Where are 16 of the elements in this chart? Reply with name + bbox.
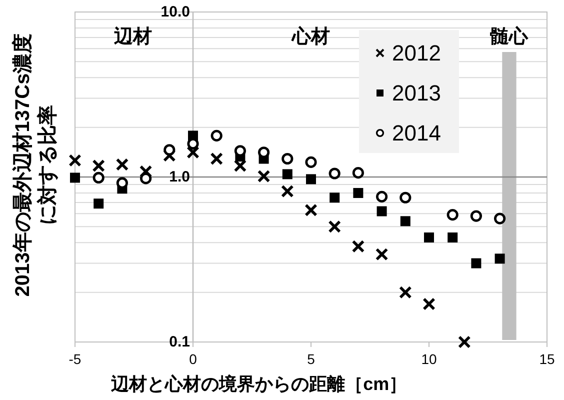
legend-label: 2014 [392,120,441,146]
x-axis-title: 辺材と心材の境界からの距離［cm］ [110,374,408,394]
annotation: 辺材 [113,26,152,48]
y-axis-title: 2013年の最外辺材137Cs濃度に対する比率 [11,33,59,297]
legend-label: 2012 [392,40,441,66]
x-tick-label: 15 [539,351,555,367]
y-tick-label: 1.0 [169,168,190,186]
annotation: 心材 [291,26,330,48]
legend-label: 2013 [392,80,441,106]
x-tick-label: 5 [307,351,316,367]
x-tick-label: 0 [189,351,198,367]
y-tick-label: 10.0 [160,4,190,20]
x-tick-label: 10 [421,351,437,367]
x-tick-label: -5 [68,351,82,367]
band-label: 髄心 [490,26,530,48]
y-tick-label: 0.1 [169,334,190,350]
